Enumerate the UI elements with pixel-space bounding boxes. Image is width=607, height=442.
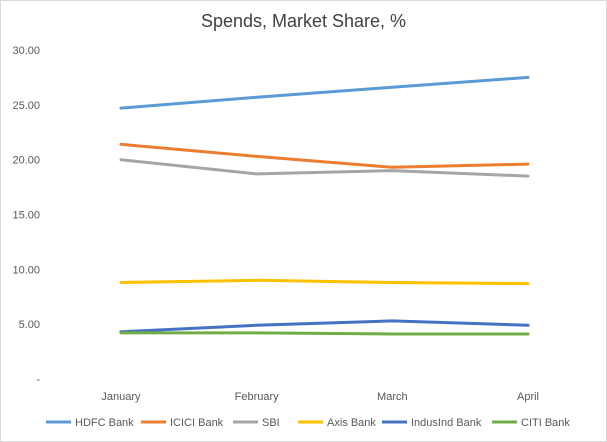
y-tick-label: 30.00 — [12, 45, 40, 57]
x-tick-label: January — [101, 391, 141, 403]
y-tick-label: - — [36, 374, 40, 386]
legend-label: Axis Bank — [327, 417, 376, 429]
y-tick-label: 15.00 — [12, 210, 40, 222]
legend-label: CITI Bank — [521, 417, 570, 429]
series-line — [119, 75, 530, 110]
series-line — [119, 319, 530, 334]
y-tick-label: 5.00 — [19, 319, 40, 331]
series-line — [119, 331, 530, 336]
y-tick-label: 25.00 — [12, 100, 40, 112]
legend-label: ICICI Bank — [170, 417, 224, 429]
x-tick-label: April — [517, 391, 539, 403]
legend-label: IndusInd Bank — [411, 417, 482, 429]
series-line — [119, 278, 530, 286]
legend-label: SBI — [262, 417, 280, 429]
x-tick-label: February — [235, 391, 280, 403]
y-tick-label: 10.00 — [12, 264, 40, 276]
series-line — [119, 158, 530, 178]
series-line — [119, 142, 530, 169]
x-tick-label: March — [377, 391, 408, 403]
y-tick-label: 20.00 — [12, 155, 40, 167]
chart-title: Spends, Market Share, % — [200, 11, 407, 31]
legend-label: HDFC Bank — [75, 417, 134, 429]
